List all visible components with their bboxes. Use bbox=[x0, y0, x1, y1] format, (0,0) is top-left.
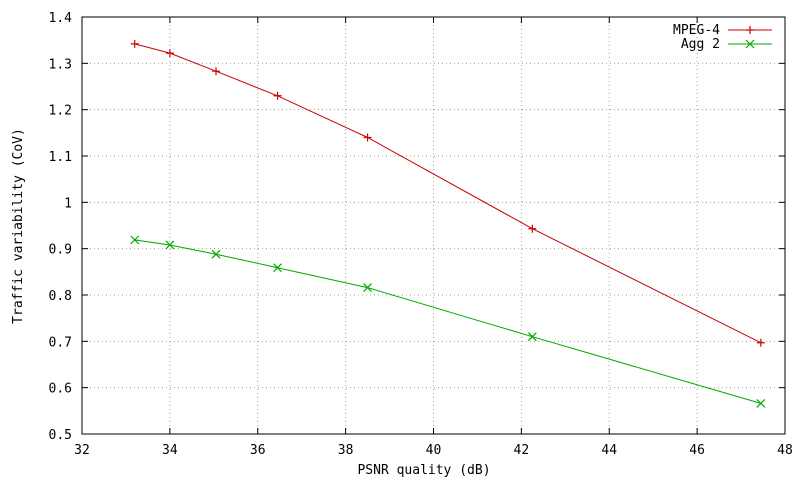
y-axis-label: Traffic variability (CoV) bbox=[11, 128, 26, 324]
data-point-marker bbox=[756, 338, 765, 347]
series-line bbox=[134, 239, 761, 404]
data-point-marker bbox=[165, 240, 175, 250]
axes-layer: 32 34 36 38 40 42 44 46 48 0.5 0.6 0.7 0.8 0.9 1 1.1 1.2… bbox=[49, 11, 793, 458]
x-tick-label: 38 bbox=[338, 443, 354, 458]
y-tick-label: 0.7 bbox=[49, 335, 72, 350]
x-axis-label: PSNR quality (dB) bbox=[357, 463, 490, 478]
x-tick-label: 48 bbox=[777, 443, 793, 458]
y-tick-label: 0.9 bbox=[49, 243, 72, 258]
data-point-marker bbox=[130, 235, 140, 245]
series-agg-2 bbox=[130, 235, 766, 408]
data-point-marker bbox=[527, 332, 537, 342]
y-tick-label: 1.4 bbox=[49, 11, 73, 26]
data-point-marker bbox=[130, 39, 139, 48]
x-tick-label: 36 bbox=[250, 443, 266, 458]
data-point-marker bbox=[273, 91, 282, 100]
series-layer bbox=[130, 39, 766, 408]
data-point-marker bbox=[211, 249, 221, 259]
data-point-marker bbox=[745, 39, 755, 49]
plot-frame bbox=[81, 16, 786, 435]
x-tick-label: 32 bbox=[74, 443, 90, 458]
y-tick-label: 1.2 bbox=[49, 104, 72, 119]
data-point-marker bbox=[212, 67, 221, 76]
legend-label: MPEG-4 bbox=[673, 23, 720, 38]
grid-layer bbox=[82, 17, 785, 434]
x-tick-label: 42 bbox=[514, 443, 530, 458]
y-tick-label: 1.3 bbox=[49, 57, 72, 72]
legend-item-mpeg-4: MPEG-4 bbox=[673, 23, 772, 38]
data-point-marker bbox=[746, 26, 754, 34]
x-tick-label: 34 bbox=[162, 443, 178, 458]
y-tick-label: 0.6 bbox=[49, 382, 72, 397]
data-point-marker bbox=[363, 133, 372, 142]
x-tick-label: 46 bbox=[689, 443, 705, 458]
x-tick-label: 44 bbox=[601, 443, 617, 458]
y-tick-label: 1 bbox=[64, 196, 72, 211]
data-point-marker bbox=[756, 398, 766, 408]
data-point-marker bbox=[528, 224, 537, 233]
y-tick-label: 0.8 bbox=[49, 289, 72, 304]
x-tick-label: 40 bbox=[426, 443, 442, 458]
data-point-marker bbox=[165, 49, 174, 58]
series-mpeg-4 bbox=[130, 39, 765, 347]
y-tick-label: 1.1 bbox=[49, 150, 72, 165]
series-line bbox=[134, 43, 762, 344]
legend-label: Agg 2 bbox=[681, 37, 720, 52]
data-point-marker bbox=[363, 283, 373, 293]
y-tick-label: 0.5 bbox=[49, 428, 72, 443]
legend-item-agg-2: Agg 2 bbox=[681, 37, 772, 52]
data-point-marker bbox=[273, 263, 282, 273]
